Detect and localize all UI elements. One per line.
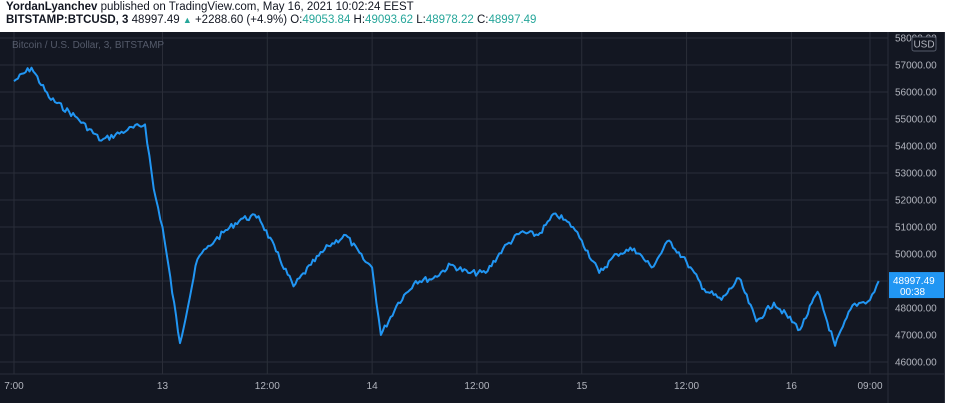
x-tick-label: 16 — [786, 381, 798, 392]
publisher-line: YordanLyanchev published on TradingView.… — [6, 1, 414, 13]
x-tick-label: 14 — [367, 381, 379, 392]
price-chart[interactable]: 46000.0047000.0048000.0049000.0050000.00… — [0, 32, 944, 403]
low-label: L: — [416, 14, 426, 26]
grid-lines — [0, 32, 944, 403]
last-price: 48997.49 — [131, 14, 180, 26]
x-tick-label: 12:00 — [255, 381, 280, 392]
y-tick-label: 53000.00 — [895, 169, 937, 180]
symbol-label: BITSTAMP:BTCUSD, 3 — [6, 14, 129, 26]
high-value: 49093.62 — [365, 14, 414, 26]
close-label: C: — [476, 14, 489, 26]
x-tick-label: 12:00 — [464, 381, 489, 392]
pane-title: Bitcoin / U.S. Dollar, 3, BITSTAMP — [12, 40, 165, 51]
price-badge-countdown: 00:38 — [900, 287, 925, 298]
change-text: +2288.60 (+4.9%) — [194, 14, 288, 26]
y-tick-label: 51000.00 — [895, 223, 937, 234]
currency-badge: USD — [911, 36, 937, 52]
y-tick-label: 54000.00 — [895, 142, 937, 153]
y-tick-label: 46000.00 — [895, 358, 937, 369]
triangle-up-icon: ▲ — [182, 15, 192, 25]
open-label: O: — [290, 14, 303, 26]
price-badge-bg — [889, 272, 944, 299]
open-value: 49053.84 — [302, 14, 351, 26]
x-tick-label: 13 — [157, 381, 169, 392]
ohlc-line: BITSTAMP:BTCUSD, 3 48997.49 ▲ +2288.60 (… — [6, 14, 536, 26]
y-tick-label: 48000.00 — [895, 304, 937, 315]
price-axis: 46000.0047000.0048000.0049000.0050000.00… — [895, 34, 937, 369]
published-text: published on TradingView.com, May 16, 20… — [100, 1, 414, 13]
price-line — [13, 66, 880, 347]
usd-badge-label[interactable]: USD — [913, 40, 934, 51]
x-tick-label: 09:00 — [857, 381, 882, 392]
y-tick-label: 52000.00 — [895, 196, 937, 207]
chart-pane[interactable]: 46000.0047000.0048000.0049000.0050000.00… — [0, 32, 945, 403]
low-value: 48978.22 — [425, 14, 474, 26]
y-tick-label: 50000.00 — [895, 250, 937, 261]
price-badge-value: 48997.49 — [893, 276, 935, 287]
usd-badge-box — [911, 36, 937, 52]
time-axis: 7:00 13 12:00 14 12:00 15 12:00 16 09:00 — [4, 381, 883, 392]
y-tick-label: 55000.00 — [895, 115, 937, 126]
close-value: 48997.49 — [488, 14, 537, 26]
x-tick-label: 7:00 — [4, 381, 24, 392]
y-tick-label: 57000.00 — [895, 61, 937, 72]
author-name: YordanLyanchev — [6, 1, 98, 13]
x-tick-label: 12:00 — [674, 381, 699, 392]
y-tick-label: 56000.00 — [895, 88, 937, 99]
x-tick-label: 15 — [576, 381, 588, 392]
high-label: H: — [353, 14, 366, 26]
y-tick-label: 47000.00 — [895, 331, 937, 342]
